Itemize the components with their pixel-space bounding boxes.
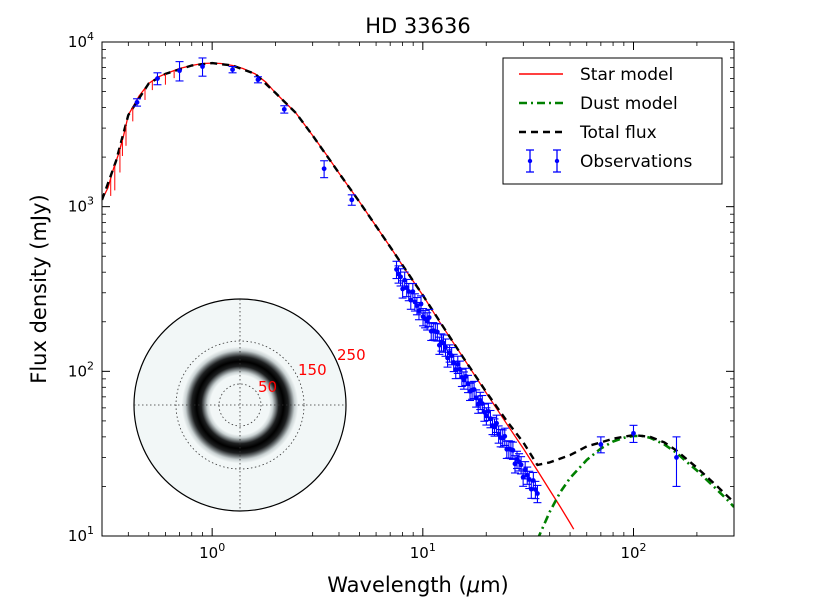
observation-point — [453, 355, 462, 374]
observation-point — [500, 427, 509, 446]
observation-point — [494, 425, 503, 444]
observation-point — [459, 371, 468, 390]
observation-point — [433, 323, 442, 342]
observation-point — [441, 338, 450, 357]
observation-point — [480, 403, 489, 422]
series-dust-model — [537, 434, 734, 536]
observation-point — [412, 296, 421, 316]
observation-point — [439, 334, 448, 353]
legend-dust-label: Dust model — [580, 94, 678, 114]
observation-point — [510, 455, 519, 474]
inset-ring-label-50: 50 — [258, 378, 277, 396]
observation-point — [153, 72, 162, 86]
y-tick-label: 101 — [68, 524, 94, 545]
inset-ring-image: 50 150 250 — [133, 298, 366, 512]
observation-point — [531, 480, 540, 500]
observation-point — [517, 456, 526, 475]
x-tick-label: 101 — [410, 541, 436, 562]
observation-point — [596, 436, 605, 454]
observation-point — [320, 160, 329, 179]
inset-grid — [134, 299, 346, 511]
observation-point — [280, 105, 289, 114]
plot-area: 100 101 102 101 102 103 104 — [68, 30, 735, 562]
y-axis-label: Flux density (mJy) — [27, 194, 51, 383]
observation-point — [402, 278, 411, 298]
series-total-flux — [102, 61, 734, 504]
inset-ring-label-250: 250 — [337, 346, 366, 364]
legend-obs-label: Observations — [580, 152, 693, 172]
observation-point — [347, 194, 356, 206]
observation-point — [392, 260, 401, 280]
observations-layer — [133, 57, 681, 504]
observation-point — [629, 424, 638, 443]
observation-point — [474, 395, 483, 414]
y-tick-label: 102 — [68, 359, 94, 380]
y-tick-label: 103 — [68, 195, 94, 216]
x-axis-label: Wavelength (μm) — [327, 573, 508, 597]
observation-point — [419, 308, 428, 327]
x-tick-label: 100 — [199, 541, 225, 562]
observation-point — [523, 466, 532, 485]
y-tick-label: 104 — [68, 30, 94, 51]
inset-ring-label-150: 150 — [298, 361, 327, 379]
x-axis-label-mu: μ — [466, 573, 480, 597]
legend-frame — [502, 57, 723, 185]
x-tick-label: 102 — [620, 541, 646, 562]
legend-star-label: Star model — [580, 65, 673, 85]
legend-total-label: Total flux — [579, 123, 657, 143]
observation-point — [672, 436, 681, 487]
legend: Star model Dust model Total flux Observa… — [502, 57, 723, 185]
tick-layer: 100 101 102 101 102 103 104 — [68, 30, 734, 562]
observation-point — [198, 57, 207, 77]
observation-point — [133, 98, 142, 107]
observation-point — [253, 76, 262, 84]
observation-point — [533, 484, 542, 504]
legend-obs-marker — [526, 149, 561, 173]
observation-point — [228, 65, 237, 74]
observation-point — [396, 268, 405, 287]
chart-title: HD 33636 — [365, 14, 470, 38]
observation-point — [175, 61, 184, 82]
plot-frame — [101, 41, 735, 537]
observation-point — [482, 407, 491, 426]
